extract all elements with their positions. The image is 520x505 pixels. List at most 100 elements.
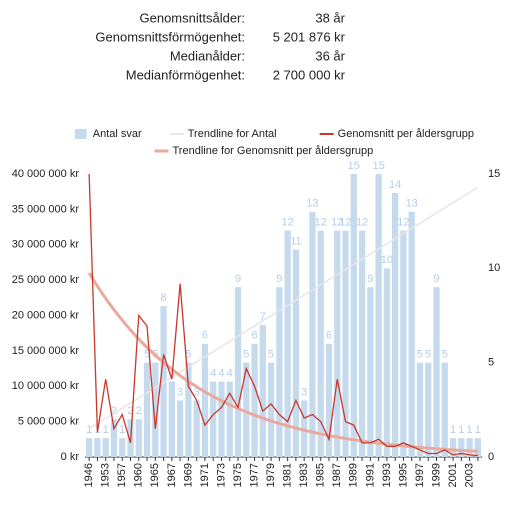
bar bbox=[102, 438, 109, 457]
stat-label: Medianförmögenhet: bbox=[126, 67, 245, 82]
x-tick-label: 1995 bbox=[397, 463, 409, 487]
bar bbox=[94, 438, 101, 457]
bar-label: 4 bbox=[227, 367, 233, 379]
bar-label: 4 bbox=[218, 367, 224, 379]
bar bbox=[160, 306, 167, 457]
bar-label: 7 bbox=[260, 311, 266, 323]
x-tick-label: 1969 bbox=[182, 463, 194, 487]
bar-label: 14 bbox=[389, 179, 401, 191]
x-tick-label: 2003 bbox=[464, 463, 476, 487]
bar bbox=[201, 343, 209, 457]
bar bbox=[135, 419, 142, 457]
bar-label: 9 bbox=[235, 273, 241, 285]
bar-label: 6 bbox=[202, 330, 208, 342]
y2-tick-label: 15 bbox=[488, 168, 500, 180]
y-tick-label: 15 000 000 kr bbox=[12, 345, 80, 357]
x-tick-label: 1997 bbox=[414, 463, 426, 487]
stat-value: 36 år bbox=[315, 48, 345, 63]
bar bbox=[218, 381, 225, 457]
bar bbox=[119, 438, 126, 457]
bar bbox=[400, 230, 407, 457]
bar-label: 6 bbox=[251, 330, 257, 342]
bar bbox=[267, 362, 275, 457]
bar-label: 5 bbox=[442, 349, 448, 361]
x-tick-label: 1993 bbox=[381, 463, 393, 487]
x-tick-label: 1981 bbox=[282, 463, 294, 487]
bar-label: 9 bbox=[367, 273, 373, 285]
x-tick-label: 1983 bbox=[298, 463, 310, 487]
bar-label: 4 bbox=[210, 367, 216, 379]
bar bbox=[176, 400, 184, 457]
bar bbox=[234, 287, 242, 457]
bar-label: 9 bbox=[276, 273, 282, 285]
bar-label: 5 bbox=[144, 349, 150, 361]
y2-tick-label: 5 bbox=[488, 357, 494, 369]
x-tick-label: 1985 bbox=[315, 463, 327, 487]
y-tick-label: 0 kr bbox=[61, 451, 80, 463]
bar bbox=[334, 230, 341, 457]
stat-value: 2 700 000 kr bbox=[273, 67, 346, 82]
x-tick-label: 1979 bbox=[265, 463, 277, 487]
bar-label: 1 bbox=[86, 424, 92, 436]
stat-label: Genomsnittsförmögenhet: bbox=[95, 29, 245, 44]
bar-label: 12 bbox=[282, 217, 294, 229]
stat-value: 5 201 876 kr bbox=[273, 29, 346, 44]
legend-label: Antal svar bbox=[93, 128, 142, 140]
bar-label: 2 bbox=[111, 405, 117, 417]
bar bbox=[408, 211, 415, 457]
bar bbox=[358, 230, 366, 457]
bar bbox=[284, 230, 291, 457]
y-tick-label: 5 000 000 kr bbox=[18, 416, 79, 428]
x-tick-label: 1946 bbox=[83, 463, 95, 487]
bar bbox=[367, 287, 374, 457]
bar bbox=[210, 381, 217, 457]
bar-label: 5 bbox=[185, 349, 191, 361]
x-tick-label: 1975 bbox=[232, 463, 244, 487]
bar-label: 1 bbox=[475, 424, 481, 436]
bar bbox=[276, 287, 283, 457]
bar-label: 5 bbox=[417, 349, 423, 361]
bar-label: 12 bbox=[397, 217, 409, 229]
bar-label: 3 bbox=[194, 386, 200, 398]
y-tick-label: 40 000 000 kr bbox=[12, 168, 80, 180]
bar bbox=[383, 268, 391, 457]
y-tick-label: 35 000 000 kr bbox=[12, 203, 80, 215]
bar bbox=[449, 438, 457, 457]
bar-label: 2 bbox=[127, 405, 133, 417]
y2-tick-label: 0 bbox=[488, 451, 494, 463]
bar bbox=[309, 211, 316, 457]
bar-label: 5 bbox=[243, 349, 249, 361]
bar bbox=[392, 192, 399, 457]
trendline bbox=[88, 186, 479, 430]
y-tick-label: 20 000 000 kr bbox=[12, 309, 80, 321]
bar-label: 5 bbox=[425, 349, 431, 361]
bar-label: 3 bbox=[177, 386, 183, 398]
line bbox=[88, 173, 478, 457]
stat-label: Genomsnittsålder: bbox=[140, 10, 246, 25]
stat-label: Medianålder: bbox=[170, 48, 245, 63]
bar-label: 11 bbox=[290, 235, 301, 247]
bar-label: 1 bbox=[450, 424, 456, 436]
bar bbox=[152, 362, 159, 457]
bar bbox=[317, 230, 324, 457]
bar bbox=[375, 174, 382, 457]
bar bbox=[292, 249, 300, 457]
bar-label: 1 bbox=[467, 424, 473, 436]
x-tick-label: 1967 bbox=[166, 463, 178, 487]
bar bbox=[416, 362, 424, 457]
x-tick-label: 1953 bbox=[100, 463, 112, 487]
bar-label: 9 bbox=[433, 273, 439, 285]
bar-label: 12 bbox=[339, 217, 351, 229]
bar-label: 1 bbox=[119, 424, 125, 436]
y2-tick-label: 10 bbox=[488, 262, 500, 274]
bar bbox=[251, 343, 258, 457]
bar bbox=[193, 400, 200, 457]
bar-label: 8 bbox=[161, 292, 167, 304]
legend-label: Trendline for Antal bbox=[188, 128, 277, 140]
bar bbox=[259, 324, 266, 457]
bar bbox=[342, 230, 349, 457]
x-tick-label: 1957 bbox=[116, 463, 128, 487]
bar bbox=[168, 381, 175, 457]
bar-label: 12 bbox=[331, 217, 343, 229]
